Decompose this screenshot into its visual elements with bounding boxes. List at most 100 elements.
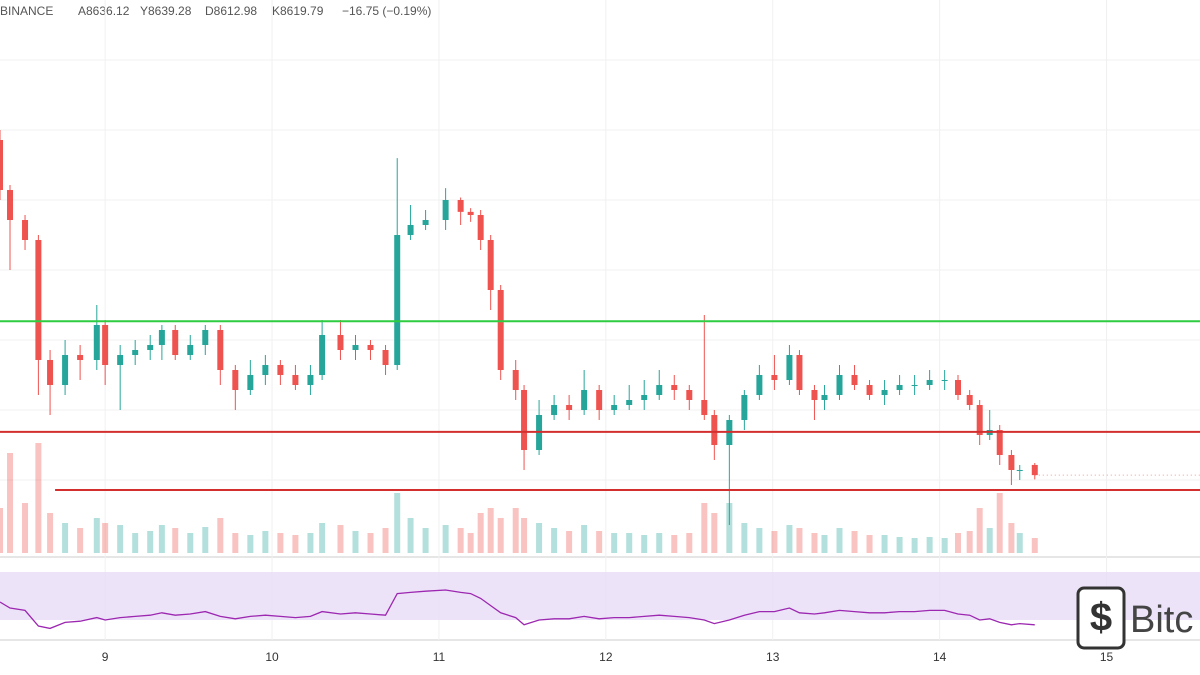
volume-bar (217, 518, 224, 553)
volume-bar (7, 453, 14, 553)
volume-bar (1016, 533, 1023, 553)
candle-body (821, 395, 828, 400)
candle-body (117, 355, 124, 365)
candle-body (232, 370, 239, 390)
candle-body (1008, 455, 1015, 470)
rsi-band (0, 572, 1200, 620)
volume-bar (911, 538, 918, 553)
volume-bar (711, 513, 718, 553)
volume-bar (232, 533, 239, 553)
candle-body (277, 365, 284, 375)
x-tick-label: 13 (766, 650, 780, 664)
volume-bar (457, 528, 464, 553)
candle-body (497, 290, 504, 370)
candle-body (611, 405, 618, 410)
candle-body (307, 375, 314, 385)
volume-bar (954, 533, 961, 553)
volume-bar (35, 443, 42, 553)
volume-bar (626, 533, 633, 553)
volume-bar (976, 508, 983, 553)
volume-bar (686, 533, 693, 553)
volume-bar (656, 533, 663, 553)
candle-body (926, 380, 933, 385)
volume-bar (172, 528, 179, 553)
ohlc-high: Y8639.28 (140, 4, 192, 18)
volume-bar (611, 533, 618, 553)
candle-body (512, 370, 519, 390)
volume-bar (277, 533, 284, 553)
volume-bar (671, 535, 678, 553)
candle-body (172, 330, 179, 355)
volume-bar (756, 528, 763, 553)
ohlc-change: −16.75 (−0.19%) (342, 4, 431, 18)
x-tick-label: 14 (933, 650, 947, 664)
candle-body (47, 360, 54, 385)
candle-body (686, 390, 693, 400)
candle-body (741, 395, 748, 420)
volume-bar (307, 533, 314, 553)
volume-bar (93, 518, 100, 553)
volume-bar (866, 535, 873, 553)
candle-body (7, 190, 14, 220)
volume-bar (262, 531, 269, 553)
candle-body (407, 225, 414, 235)
candle-body (566, 405, 573, 410)
candle-body (581, 390, 588, 410)
ohlc-low: D8612.98 (205, 4, 257, 18)
volume-bar (247, 535, 254, 553)
candle-body (147, 345, 154, 350)
candle-body (866, 385, 873, 395)
candle-body (187, 345, 194, 355)
volume-bar (422, 528, 429, 553)
volume-bar (536, 523, 543, 553)
candle-body (247, 375, 254, 390)
volume-bar (487, 508, 494, 553)
candle-body (896, 385, 903, 390)
volume-bar (147, 531, 154, 553)
candle-body (796, 355, 803, 390)
volume-bar (512, 508, 519, 553)
candle-body (851, 375, 858, 385)
volume-bar (292, 535, 299, 553)
volume-bar (596, 531, 603, 553)
volume-bar (367, 533, 374, 553)
volume-bar (821, 535, 828, 553)
volume-bar (966, 531, 973, 553)
rsi-line (0, 589, 1035, 630)
candle-body (382, 350, 389, 365)
volume-bar (941, 538, 948, 553)
candle-body (641, 395, 648, 400)
x-tick-label: 15 (1100, 650, 1114, 664)
candle-body (93, 325, 100, 360)
exchange: BINANCE (0, 4, 53, 18)
volume-bar (319, 523, 326, 553)
candle-body (292, 375, 299, 385)
volume-bar (187, 533, 194, 553)
candle-body (626, 400, 633, 405)
candle-body (487, 240, 494, 290)
volume-bar (382, 528, 389, 553)
volume-bar (881, 535, 888, 553)
candle-body (367, 345, 374, 350)
candle-body (786, 355, 793, 380)
x-tick-label: 12 (599, 650, 613, 664)
candle-body (262, 365, 269, 375)
volume-bar (986, 528, 993, 553)
volume-bar (796, 528, 803, 553)
candle-body (966, 395, 973, 405)
x-tick-label: 9 (102, 650, 109, 664)
volume-bar (726, 503, 733, 553)
volume-bar (394, 493, 401, 553)
candle-body (132, 350, 139, 355)
ohlc-open: A8636.12 (78, 4, 130, 18)
candle-body (0, 140, 3, 190)
candle-body (954, 380, 961, 395)
candle-body (62, 355, 69, 385)
volume-bar (1031, 538, 1038, 553)
volume-bar (497, 518, 504, 553)
volume-bar (77, 528, 84, 553)
candle-body (442, 200, 449, 220)
volume-bar (701, 503, 708, 553)
